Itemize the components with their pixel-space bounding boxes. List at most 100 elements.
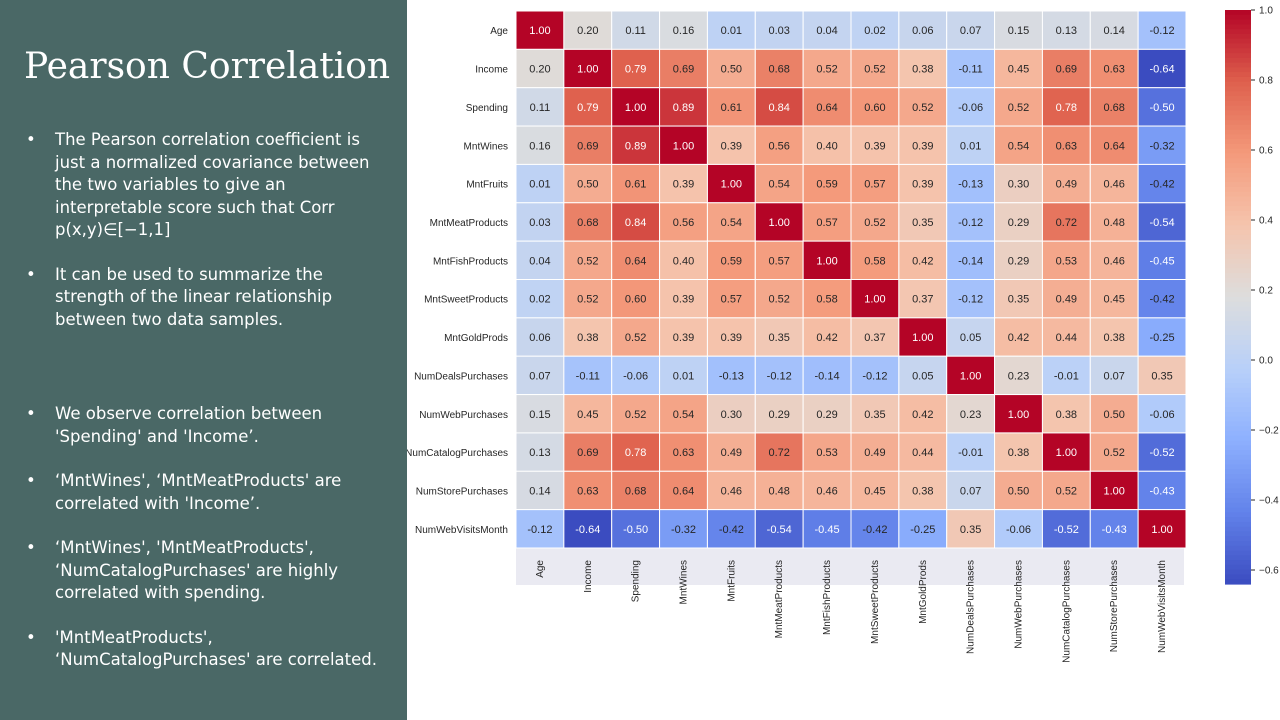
x-tick-label: NumDealsPurchases xyxy=(966,560,977,654)
cell-value-label: 0.48 xyxy=(768,485,789,497)
colorbar-segment xyxy=(1225,129,1251,135)
colorbar-segment xyxy=(1225,191,1251,198)
cell-value-label: 1.00 xyxy=(673,140,694,152)
colorbar-segment xyxy=(1225,57,1251,64)
cell-value-label: 0.52 xyxy=(864,217,885,229)
cell-value-label: 0.37 xyxy=(864,332,885,344)
cell-value-label: 0.30 xyxy=(721,409,742,421)
colorbar-segment xyxy=(1225,363,1251,370)
cell-value-label: -0.54 xyxy=(1150,217,1175,229)
heatmap-cell xyxy=(1089,10,1139,50)
colorbar-segment xyxy=(1225,234,1251,241)
cell-value-label: 0.68 xyxy=(768,64,789,76)
heatmap-cell xyxy=(611,279,661,319)
heatmap-cell xyxy=(754,432,804,472)
heatmap-cell xyxy=(898,279,948,319)
cell-value-label: 0.78 xyxy=(1056,102,1077,114)
cell-value-label: 0.57 xyxy=(768,255,789,267)
x-tick-label: Age xyxy=(535,560,546,578)
colorbar-segment xyxy=(1225,239,1251,245)
heatmap-cell xyxy=(563,48,613,89)
cell-value-label: 0.52 xyxy=(1056,485,1077,497)
y-tick-label: NumWebVisitsMonth xyxy=(415,525,508,536)
cell-value-label: 0.60 xyxy=(864,102,885,114)
heatmap-cell xyxy=(802,509,852,549)
cell-value-label: -0.11 xyxy=(959,64,983,76)
heatmap-cell xyxy=(515,355,565,396)
cell-value-label: 0.06 xyxy=(529,332,550,344)
heatmap-cell xyxy=(611,87,661,127)
colorbar-segment xyxy=(1225,277,1251,284)
cell-value-label: -0.06 xyxy=(958,102,983,114)
cell-value-label: 0.29 xyxy=(768,409,789,421)
heatmap-cell xyxy=(898,317,948,357)
heatmap-cell xyxy=(994,87,1043,127)
x-tick-label: NumCatalogPurchases xyxy=(1061,560,1072,663)
colorbar-segment xyxy=(1225,29,1251,35)
colorbar-segment xyxy=(1225,172,1251,179)
cell-value-label: 0.40 xyxy=(816,140,837,152)
cell-value-label: 0.39 xyxy=(673,294,694,306)
colorbar-segment xyxy=(1225,210,1251,217)
colorbar-segment xyxy=(1225,368,1251,375)
cell-value-label: 0.39 xyxy=(673,332,694,344)
heatmap-cell xyxy=(994,394,1043,434)
left-text-panel: Pearson Correlation The Pearson correlat… xyxy=(0,0,407,720)
cell-value-label: 0.42 xyxy=(816,332,837,344)
cell-value-label: 0.49 xyxy=(1056,294,1077,306)
colorbar-segment xyxy=(1225,53,1251,59)
cell-value-label: 0.05 xyxy=(960,332,981,344)
colorbar-segment xyxy=(1225,215,1251,222)
cell-value-label: -0.32 xyxy=(671,524,696,536)
heatmap-cell xyxy=(659,394,708,434)
cell-value-label: -0.64 xyxy=(1150,64,1175,76)
colorbar-segment xyxy=(1225,196,1251,202)
cell-value-label: 0.14 xyxy=(1103,25,1124,37)
heatmap-cell xyxy=(1041,125,1091,165)
cell-value-label: 0.01 xyxy=(960,140,981,152)
colorbar-segment xyxy=(1225,493,1251,499)
colorbar-segment xyxy=(1225,555,1251,561)
cell-value-label: 0.02 xyxy=(864,25,885,37)
heatmap-cell xyxy=(1089,317,1139,357)
colorbar-segment xyxy=(1225,10,1251,16)
cell-value-label: 0.39 xyxy=(912,140,933,152)
colorbar-segment xyxy=(1225,24,1251,30)
colorbar-segment xyxy=(1225,134,1251,140)
colorbar-segment xyxy=(1225,383,1251,389)
cell-value-label: 0.49 xyxy=(721,447,742,459)
cell-value-label: 0.64 xyxy=(816,102,837,114)
heatmap-cell xyxy=(802,48,852,89)
cell-value-label: 1.00 xyxy=(768,217,789,229)
cell-value-label: 0.39 xyxy=(673,179,694,191)
heatmap-cell xyxy=(515,317,565,357)
colorbar-segment xyxy=(1225,76,1251,83)
cell-value-label: 0.35 xyxy=(864,409,885,421)
cell-value-label: 1.00 xyxy=(1103,485,1124,497)
colorbar-segment xyxy=(1225,531,1251,537)
cell-value-label: 0.78 xyxy=(625,447,646,459)
heatmap-cell xyxy=(1089,87,1139,127)
cell-value-label: 0.49 xyxy=(1056,179,1077,191)
heatmap-cell xyxy=(946,48,996,89)
colorbar-segment xyxy=(1225,225,1251,231)
cell-value-label: 0.50 xyxy=(577,179,598,191)
heatmap-cell xyxy=(611,394,661,434)
cell-value-label: 0.84 xyxy=(768,102,789,114)
colorbar-segment xyxy=(1225,402,1251,408)
colorbar-segment xyxy=(1225,459,1251,466)
cell-value-label: 0.57 xyxy=(816,217,837,229)
cell-value-label: 0.20 xyxy=(529,64,550,76)
cell-value-label: 0.14 xyxy=(529,485,550,497)
cell-value-label: 0.46 xyxy=(816,485,837,497)
heatmap-cell xyxy=(994,202,1043,242)
cell-value-label: 0.50 xyxy=(721,64,742,76)
colorbar-segment xyxy=(1225,292,1251,298)
cell-value-label: -0.06 xyxy=(1150,409,1175,421)
cell-value-label: 0.79 xyxy=(625,64,646,76)
colorbar-segment xyxy=(1225,86,1251,92)
cell-value-label: -0.64 xyxy=(575,524,600,536)
y-tick-label: Spending xyxy=(466,103,508,114)
y-tick-label: NumCatalogPurchases xyxy=(407,448,508,459)
cell-value-label: 0.63 xyxy=(673,447,694,459)
